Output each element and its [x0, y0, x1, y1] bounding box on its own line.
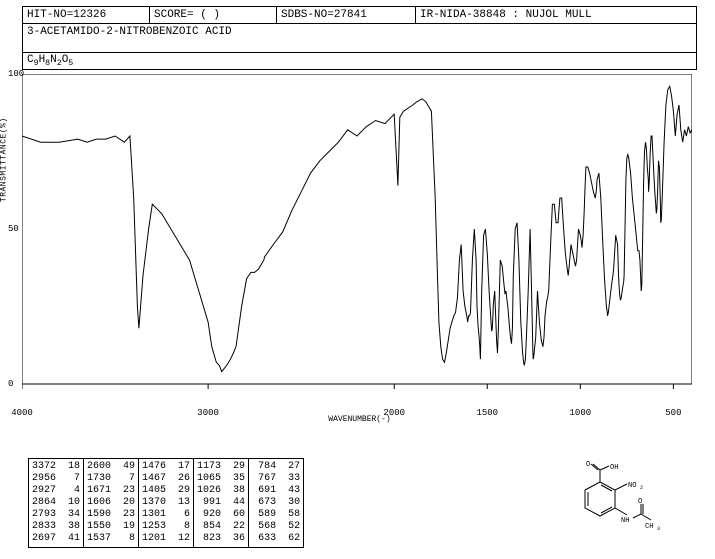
- x-axis-label: WAVENUMBER(-): [328, 415, 390, 424]
- y-tick: 100: [8, 69, 24, 79]
- header-table: HIT-NO=12326 SCORE= ( ) SDBS-NO=27841 IR…: [22, 6, 697, 70]
- svg-text:O: O: [638, 498, 642, 506]
- svg-text:OH: OH: [610, 464, 618, 472]
- hit-no-label: HIT-NO=: [27, 9, 73, 21]
- peak-col: 3372 18 2956 7 2927 4 2864 10 2793 34 28…: [28, 458, 84, 548]
- sdbs-label: SDBS-NO=: [281, 9, 334, 21]
- spectrum-svg: [22, 74, 692, 398]
- svg-text:NH: NH: [621, 517, 629, 525]
- x-tick: 4000: [11, 408, 33, 418]
- x-tick: 2000: [383, 408, 405, 418]
- formula: C9H8N2O5: [27, 54, 73, 66]
- spectrum-chart: TRANSMITTANCE(%) WAVENUMBER(-) 400030002…: [22, 74, 697, 406]
- x-tick: 1000: [570, 408, 592, 418]
- y-axis-label: TRANSMITTANCE(%): [0, 117, 9, 202]
- svg-text:CH: CH: [645, 523, 653, 531]
- svg-text:2: 2: [640, 485, 643, 491]
- ir-label: IR-NIDA-38848 : NUJOL MULL: [420, 9, 592, 21]
- sdbs-no: 27841: [334, 9, 367, 21]
- x-tick: 500: [665, 408, 681, 418]
- svg-text:O: O: [586, 461, 590, 469]
- y-tick: 50: [8, 224, 19, 234]
- svg-text:NO: NO: [628, 482, 636, 490]
- score-label: SCORE=: [154, 9, 194, 21]
- peak-col: 1476 17 1467 26 1405 29 1370 13 1301 6 1…: [139, 458, 194, 548]
- hit-no: 12326: [73, 9, 106, 21]
- y-tick: 0: [8, 379, 13, 389]
- peak-col: 784 27 767 33 691 43 673 30 589 58 568 5…: [249, 458, 304, 548]
- peak-table: 3372 18 2956 7 2927 4 2864 10 2793 34 28…: [28, 458, 304, 548]
- compound-name: 3-ACETAMIDO-2-NITROBENZOIC ACID: [27, 26, 232, 38]
- score-val: ( ): [200, 9, 220, 21]
- x-tick: 3000: [197, 408, 219, 418]
- x-tick: 1500: [476, 408, 498, 418]
- svg-text:3: 3: [657, 526, 660, 532]
- structure-diagram: OHONO2NHOCH3: [545, 460, 665, 540]
- peak-col: 2600 49 1730 7 1671 23 1606 20 1590 23 1…: [84, 458, 139, 548]
- peak-col: 1173 29 1065 35 1026 38 991 44 920 60 85…: [194, 458, 249, 548]
